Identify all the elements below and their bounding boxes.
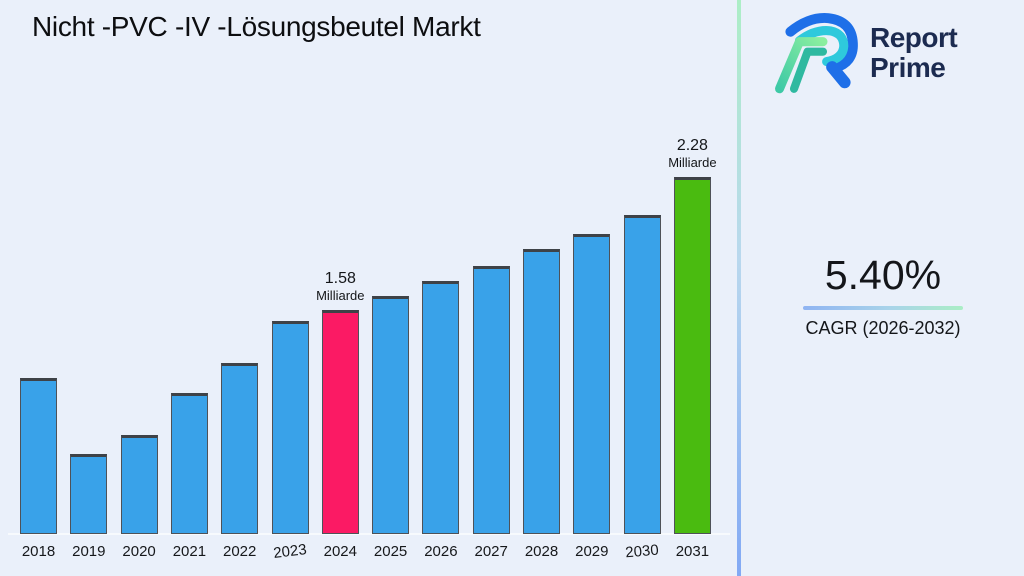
report-prime-logo: Report Prime [772,10,958,96]
bar-2023 [271,321,309,534]
x-tick-2029: 2029 [575,543,609,560]
x-tick-2018: 2018 [21,543,56,560]
x-tick-2024: 2024 [323,543,357,560]
bar-2027 [472,266,510,534]
brand-word-prime: Prime [870,52,946,83]
bar-2026 [422,281,460,534]
bar-2030 [623,215,661,534]
bar-2025 [372,296,410,534]
bar-chart: 2018 2019 2020 2021 2022 2023 2024 2025 2026 2027… [8,137,740,562]
annotation-value: 1.58 [324,270,356,287]
annotation-2031: 2.28 Milliarde [644,137,740,171]
annotation-2024: 1.58 Milliarde [292,270,388,304]
bar-2018 [20,378,57,534]
brand-word-report: Report [870,22,958,53]
vertical-divider [737,0,741,576]
bar-2024 [321,310,359,534]
annotation-unit: Milliarde [316,288,365,303]
bar-2021 [170,393,208,534]
x-axis-line [8,533,730,535]
bar-2019 [70,454,108,534]
x-tick-2019: 2019 [72,543,106,560]
cagr-value: 5.40% [824,252,942,298]
x-tick-2031: 2031 [675,543,710,560]
x-tick-2027: 2027 [474,543,508,560]
bar-2020 [120,435,158,534]
x-tick-2028: 2028 [524,543,559,560]
bar-2028 [523,249,560,534]
page-title: Nicht -PVC -IV -Lösungsbeutel Markt [32,11,481,42]
report-prime-logo-icon [775,12,858,94]
x-tick-2023: 2023 [272,541,308,562]
cagr-block: 5.40% CAGR (2026-2032) [757,252,1009,339]
cagr-underline [803,306,963,310]
x-tick-2021: 2021 [172,543,207,560]
cagr-label: CAGR (2026-2032) [805,318,961,338]
bar-2022 [221,363,259,534]
bar-2029 [573,234,611,534]
annotation-value: 2.28 [676,137,708,154]
report-prime-logo-text: Report Prime [870,22,958,83]
x-tick-2020: 2020 [122,543,156,560]
x-tick-2030: 2030 [624,541,660,562]
bar-2031 [673,177,711,534]
x-tick-2025: 2025 [373,543,408,560]
x-tick-2026: 2026 [424,543,458,560]
x-tick-2022: 2022 [223,543,257,560]
annotation-unit: Milliarde [668,155,717,170]
